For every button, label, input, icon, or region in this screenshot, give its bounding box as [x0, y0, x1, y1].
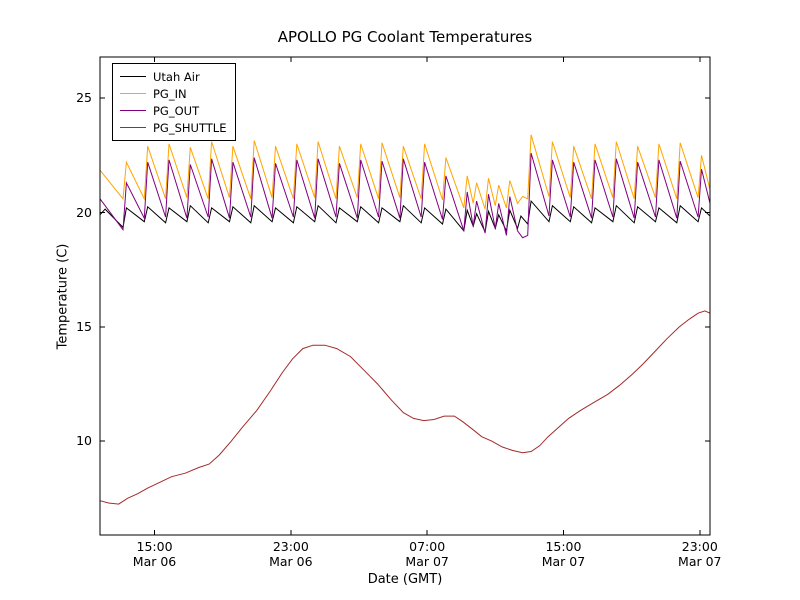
x-tick-time: 23:00 [272, 539, 309, 554]
y-tick-label: 20 [76, 204, 92, 220]
series-line-pg-in [99, 134, 711, 210]
x-tick-label: 07:00 Mar 07 [382, 539, 472, 569]
legend-item-pg-in: PG_IN [120, 85, 226, 102]
x-tick-label: 15:00 Mar 06 [110, 539, 200, 569]
legend-label: PG_IN [153, 86, 187, 101]
axes-frame [99, 56, 711, 536]
series-line-pg-out [99, 152, 711, 239]
legend-item-utah-air: Utah Air [120, 68, 226, 85]
x-tick-label: 23:00 Mar 06 [246, 539, 336, 569]
series-line-utah-air [99, 199, 711, 234]
y-axis-label-wrap: Temperature (C) [52, 0, 74, 592]
legend-item-pg-shuttle: PG_SHUTTLE [120, 119, 226, 136]
x-tick-date: Mar 06 [269, 554, 313, 569]
legend-item-pg-out: PG_OUT [120, 102, 226, 119]
x-tick-label: 23:00 Mar 07 [655, 539, 745, 569]
x-tick-time: 23:00 [681, 539, 718, 554]
series-line-pg-shuttle [99, 310, 711, 505]
y-tick-label: 25 [76, 90, 92, 106]
legend-line-swatch [120, 93, 146, 94]
x-tick-date: Mar 07 [541, 554, 586, 569]
chart-title: APOLLO PG Coolant Temperatures [277, 28, 533, 46]
x-tick-date: Mar 07 [405, 554, 449, 569]
x-tick-time: 15:00 [545, 539, 582, 554]
legend-label: PG_OUT [153, 103, 200, 118]
x-tick-label: 15:00 Mar 07 [518, 539, 608, 569]
x-tick-date: Mar 06 [132, 554, 177, 569]
y-tick-label: 10 [76, 433, 92, 449]
legend-label: PG_SHUTTLE [153, 120, 227, 135]
legend-line-swatch [120, 127, 146, 128]
legend: Utah Air PG_IN PG_OUT PG_SHUTTLE [112, 63, 237, 141]
legend-label: Utah Air [153, 69, 200, 84]
x-tick-time: 07:00 [409, 539, 446, 554]
x-tick-date: Mar 07 [678, 554, 722, 569]
legend-line-swatch [120, 76, 146, 77]
legend-line-swatch [120, 110, 146, 111]
y-tick-label: 15 [76, 318, 92, 334]
x-tick-time: 15:00 [136, 539, 173, 554]
x-axis-label: Date (GMT) [367, 572, 443, 587]
